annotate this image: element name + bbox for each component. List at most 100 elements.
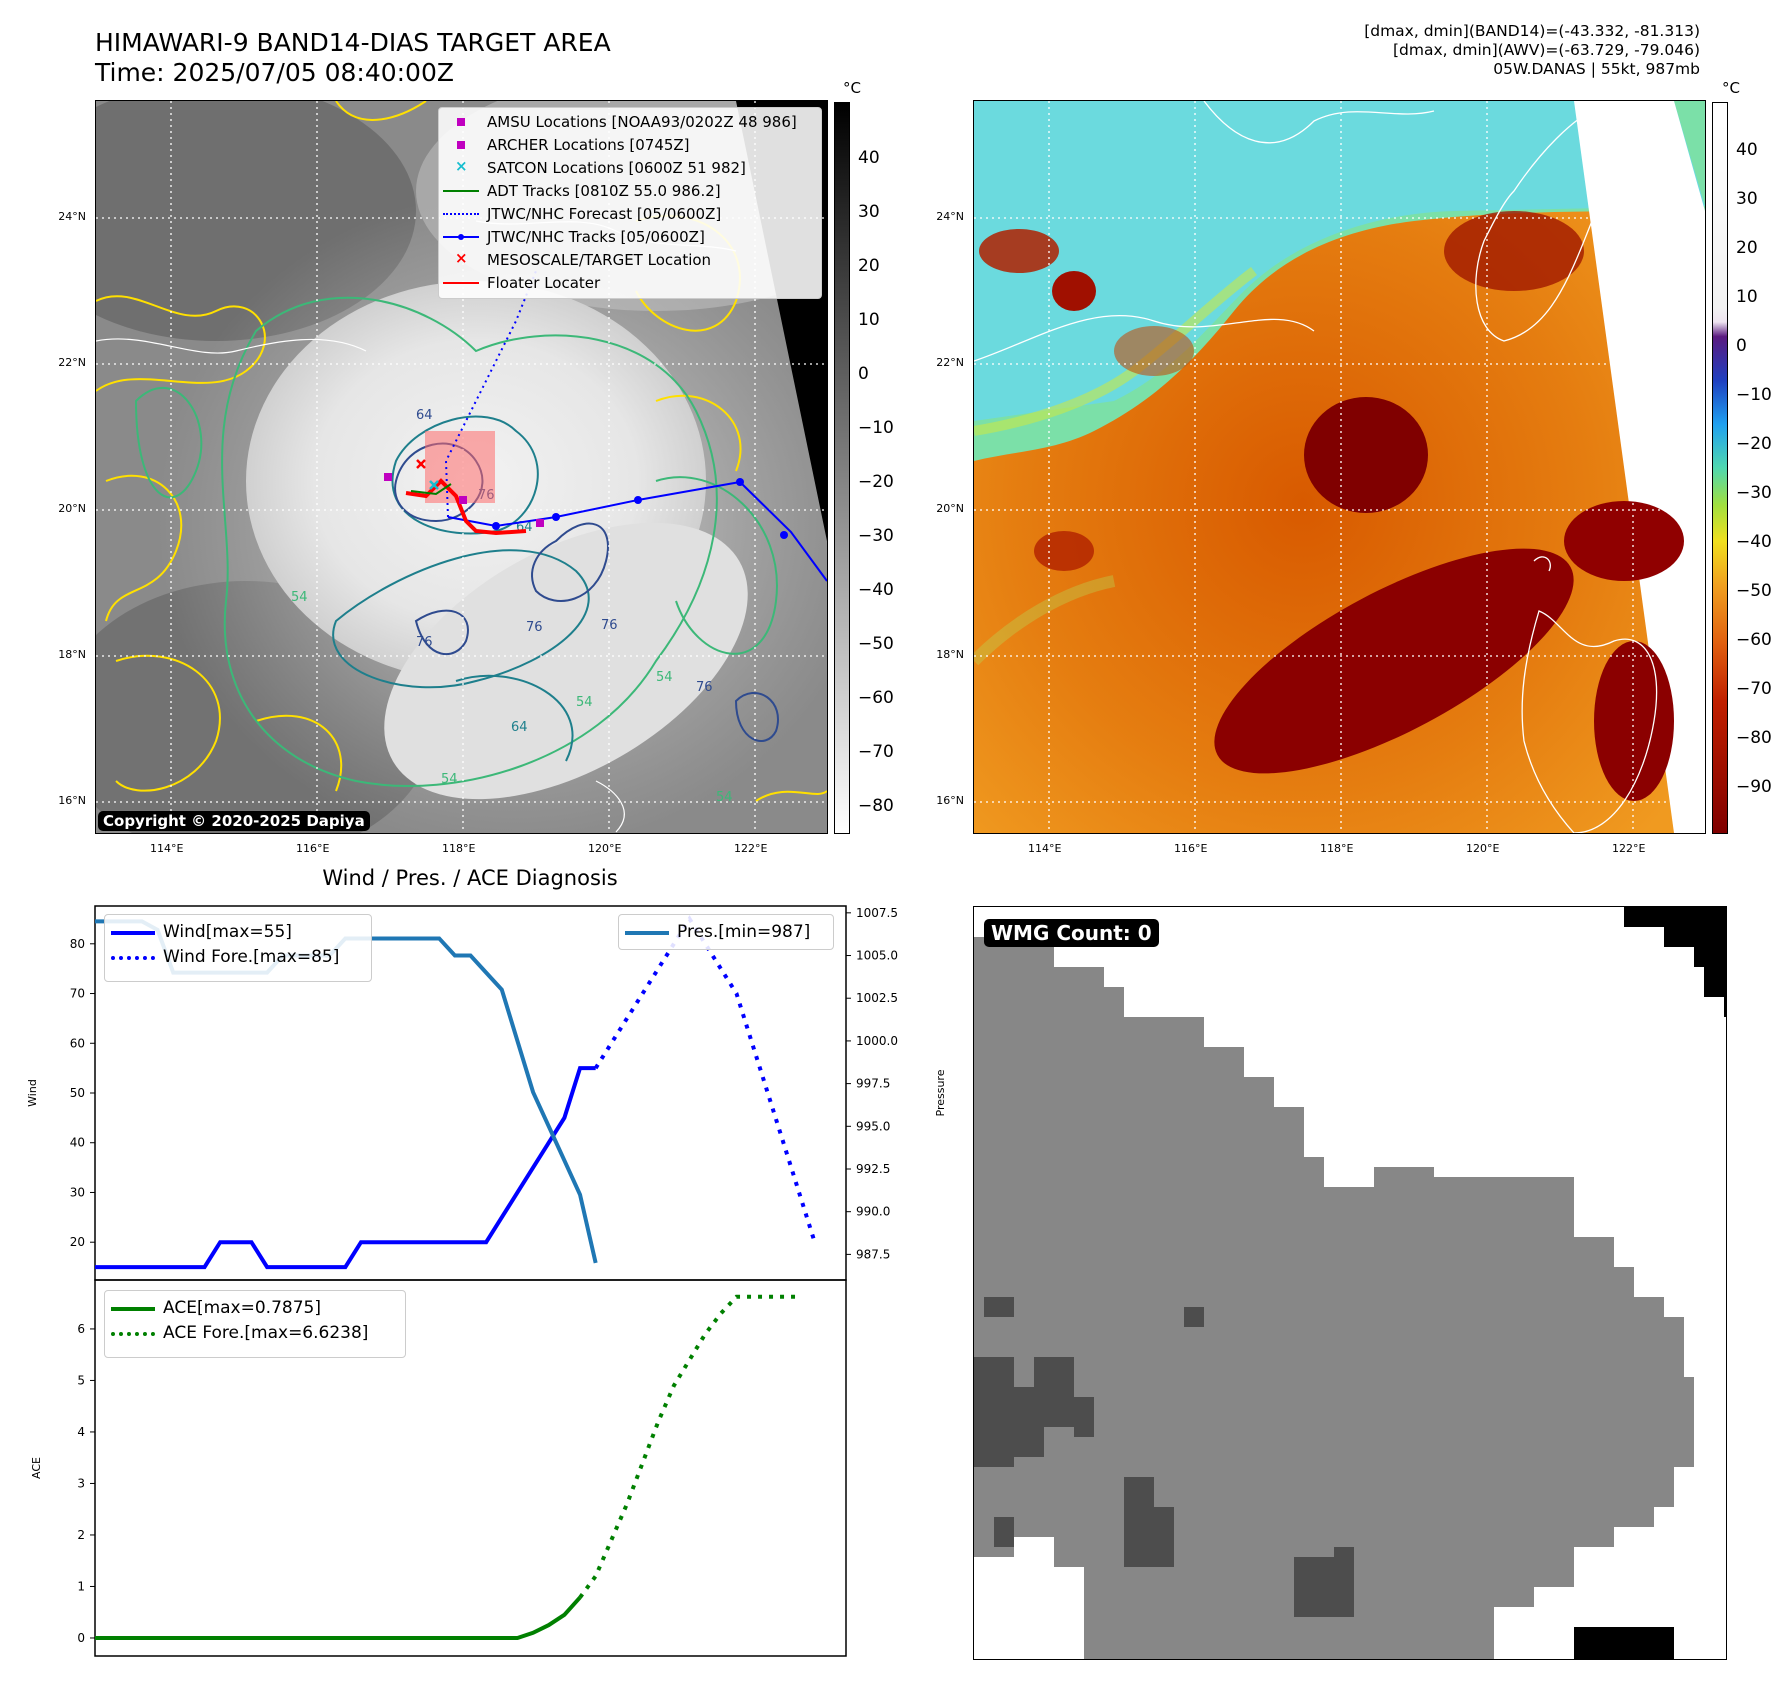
y-tick-label: 2 [77, 1528, 85, 1542]
colorbar-tick: −70 [858, 742, 894, 762]
legend-swatch [443, 207, 479, 221]
adt-track-green [410, 483, 452, 496]
info-line-1: [dmax, dmin](BAND14)=(-43.332, -81.313) [1364, 22, 1700, 40]
colorbar-tick: 20 [1736, 238, 1758, 258]
legend-swatch [443, 230, 479, 244]
y2-tick-label: 1005.0 [856, 949, 898, 963]
floater-box [425, 431, 495, 503]
legend-label: JTWC/NHC Forecast [05/0600Z] [487, 204, 722, 223]
legend-item: ARCHER Locations [0745Z] [439, 133, 821, 156]
ace-axis-label: ACE [30, 1457, 43, 1479]
legend-swatch [443, 115, 479, 129]
lon-tick: 116°E [1174, 842, 1208, 855]
lon-tick: 120°E [1466, 842, 1500, 855]
legend-item: AMSU Locations [NOAA93/0202Z 48 986] [439, 110, 821, 133]
ir-map: 64 76 54 54 64 76 76 76 64 54 54 76 54 A… [95, 100, 828, 834]
wind-legend: Wind[max=55] Wind Fore.[max=85] [104, 914, 372, 982]
legend-item: Floater Locater [439, 271, 821, 294]
colorbar-tick: −10 [858, 418, 894, 438]
contour-label: 54 [716, 790, 733, 805]
legend-item: Pres.[min=987] [619, 919, 833, 944]
ir-colorbar-unit: °C [843, 79, 861, 97]
legend-swatch [625, 926, 669, 938]
contour-label: 76 [696, 680, 713, 695]
colorbar-tick: −50 [858, 634, 894, 654]
colorbar-tick: −20 [1736, 434, 1772, 454]
colorbar-tick: −40 [858, 580, 894, 600]
contour-label: 64 [511, 720, 528, 735]
lon-tick: 118°E [1320, 842, 1354, 855]
info-line-3: 05W.DANAS | 55kt, 987mb [1493, 60, 1700, 78]
colorbar-tick: 30 [858, 202, 880, 222]
lat-tick: 24°N [58, 210, 86, 223]
colorbar-tick: 0 [858, 364, 869, 384]
contour-label: 76 [526, 620, 543, 635]
colorbar-tick: 10 [858, 310, 880, 330]
awv-colorbar-unit: °C [1722, 79, 1740, 97]
awv-gridlines [974, 101, 1705, 833]
ir-legend: AMSU Locations [NOAA93/0202Z 48 986] ARCH… [438, 107, 822, 299]
y2-tick-label: 995.0 [856, 1119, 890, 1133]
awv-colorbar-ticks: 40 30 20 10 0 −10 −20 −30 −40 −50 −60 −7… [1736, 140, 1776, 840]
legend-label: ARCHER Locations [0745Z] [487, 135, 690, 154]
legend-swatch [443, 138, 479, 152]
legend-swatch [443, 184, 479, 198]
ir-colorbar-ticks: 40 30 20 10 0 −10 −20 −30 −40 −50 −60 −7… [858, 148, 898, 830]
y2-tick-label: 1000.0 [856, 1034, 898, 1048]
colorbar-tick: 40 [858, 148, 880, 168]
colorbar-tick: 10 [1736, 287, 1758, 307]
contour-label: 64 [416, 408, 433, 423]
legend-label: Pres.[min=987] [677, 921, 811, 942]
legend-item: ADT Tracks [0810Z 55.0 986.2] [439, 179, 821, 202]
legend-label: SATCON Locations [0600Z 51 982] [487, 158, 746, 177]
colorbar-tick: −70 [1736, 679, 1772, 699]
legend-label: AMSU Locations [NOAA93/0202Z 48 986] [487, 112, 797, 131]
legend-item: JTWC/NHC Forecast [05/0600Z] [439, 202, 821, 225]
lat-tick: 20°N [936, 502, 964, 515]
lon-tick: 120°E [588, 842, 622, 855]
diagnosis-charts: 20304050607080987.5990.0992.5995.0997.51… [26, 905, 947, 1657]
colorbar-tick: 30 [1736, 189, 1758, 209]
legend-swatch [443, 276, 479, 290]
contour-label: 54 [441, 772, 458, 787]
lat-tick: 20°N [58, 502, 86, 515]
colorbar-tick: −10 [1736, 385, 1772, 405]
series-windline [95, 1066, 596, 1270]
wmg-panel: WMG Count: 0 [973, 906, 1727, 1660]
legend-label: ACE Fore.[max=6.6238] [163, 1322, 369, 1343]
colorbar-tick: −30 [1736, 483, 1772, 503]
title-line-2: Time: 2025/07/05 08:40:00Z [95, 58, 454, 87]
awv-map [973, 100, 1706, 834]
colorbar-tick: −80 [1736, 728, 1772, 748]
y-tick-label: 80 [70, 937, 85, 951]
y-tick-label: 40 [70, 1136, 85, 1150]
lat-tick: 22°N [936, 356, 964, 369]
legend-label: Floater Locater [487, 273, 601, 292]
lon-tick: 114°E [1028, 842, 1062, 855]
legend-swatch [111, 926, 155, 938]
jtwc-forecast [444, 270, 537, 518]
y2-tick-label: 992.5 [856, 1162, 890, 1176]
lon-tick: 114°E [150, 842, 184, 855]
ir-colorbar [834, 102, 850, 834]
ace-plot-frame [94, 1279, 847, 1657]
contour-label: 54 [291, 590, 308, 605]
ace-legend: ACE[max=0.7875] ACE Fore.[max=6.6238] [104, 1290, 406, 1358]
colorbar-tick: −60 [858, 688, 894, 708]
y-tick-label: 20 [70, 1235, 85, 1249]
wind-axis-label: Wind [26, 1079, 39, 1107]
lat-tick: 22°N [58, 356, 86, 369]
wmg-count-badge: WMG Count: 0 [984, 919, 1159, 947]
lat-tick: 18°N [936, 648, 964, 661]
contour-label: 54 [576, 695, 593, 710]
colorbar-tick: 0 [1736, 336, 1747, 356]
legend-item: Wind[max=55] [105, 919, 371, 944]
legend-swatch: × [455, 248, 468, 267]
legend-item: JTWC/NHC Tracks [05/0600Z] [439, 225, 821, 248]
y2-tick-label: 997.5 [856, 1077, 890, 1091]
y-tick-label: 5 [77, 1373, 85, 1387]
lat-tick: 16°N [58, 794, 86, 807]
y-tick-label: 70 [70, 987, 85, 1001]
legend-label: MESOSCALE/TARGET Location [487, 250, 712, 269]
lon-tick: 122°E [734, 842, 768, 855]
